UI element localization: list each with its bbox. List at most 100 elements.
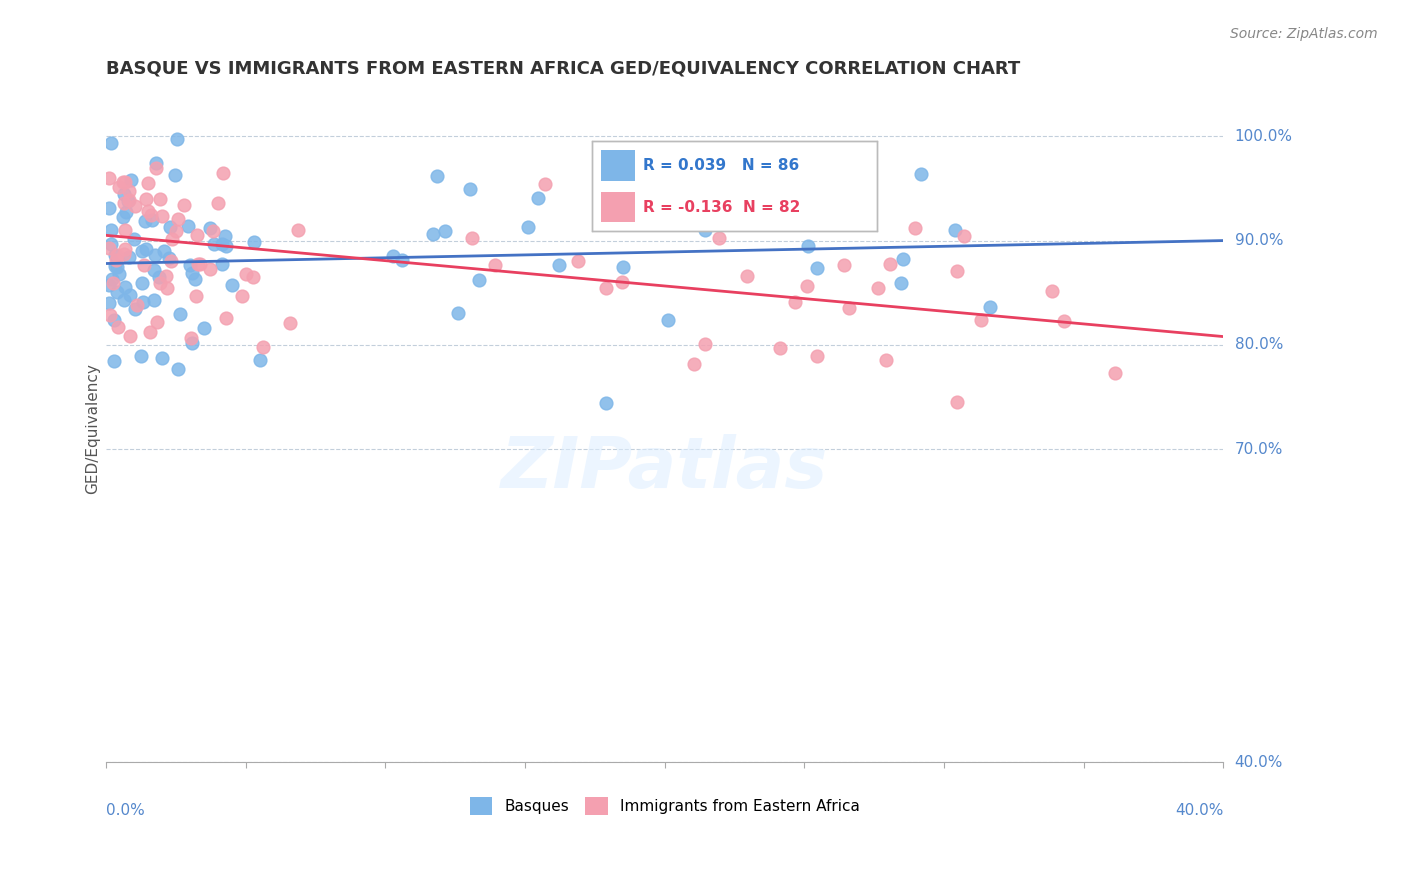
Point xyxy=(143,262,166,277)
Point xyxy=(382,249,405,263)
Point xyxy=(468,273,491,287)
Point xyxy=(142,293,165,308)
Point xyxy=(946,395,969,409)
Point xyxy=(891,252,914,266)
Text: 0.0%: 0.0% xyxy=(105,803,145,817)
Point xyxy=(112,210,135,224)
Point xyxy=(249,353,271,368)
Point xyxy=(124,232,146,246)
Point xyxy=(131,276,153,290)
Point xyxy=(548,258,571,272)
Point xyxy=(183,272,205,286)
Point xyxy=(118,250,141,264)
Point xyxy=(139,325,162,339)
Point xyxy=(446,305,468,319)
Point xyxy=(141,213,163,227)
Point xyxy=(821,194,844,208)
Text: BASQUE VS IMMIGRANTS FROM EASTERN AFRICA GED/EQUIVALENCY CORRELATION CHART: BASQUE VS IMMIGRANTS FROM EASTERN AFRICA… xyxy=(105,60,1021,78)
Point xyxy=(657,313,679,327)
Point xyxy=(707,231,730,245)
Point xyxy=(188,257,211,271)
Point xyxy=(104,259,127,273)
Point xyxy=(517,220,540,235)
Point xyxy=(180,335,202,350)
Point xyxy=(150,351,173,365)
Point xyxy=(107,320,129,334)
Point xyxy=(252,340,274,354)
Point xyxy=(145,156,167,170)
Point xyxy=(612,260,634,275)
Point xyxy=(134,214,156,228)
Point xyxy=(461,231,484,245)
Point xyxy=(101,272,124,286)
Point xyxy=(610,275,633,289)
Point xyxy=(111,175,134,189)
Point xyxy=(117,194,139,208)
Point xyxy=(165,168,187,182)
Point xyxy=(112,186,135,201)
Point xyxy=(243,235,266,249)
Point xyxy=(124,198,146,212)
Point xyxy=(135,193,157,207)
Text: 70.0%: 70.0% xyxy=(1234,442,1282,457)
Point xyxy=(278,316,301,330)
Point xyxy=(806,261,828,276)
Point xyxy=(112,246,135,260)
Point xyxy=(460,182,482,196)
Point xyxy=(166,362,188,376)
Point xyxy=(211,237,233,252)
Point xyxy=(139,208,162,222)
Point xyxy=(149,276,172,290)
Point xyxy=(904,221,927,235)
Point xyxy=(287,223,309,237)
Point xyxy=(120,329,142,343)
Point xyxy=(534,177,557,191)
Point xyxy=(783,294,806,309)
Point xyxy=(112,293,135,308)
Point xyxy=(156,281,179,295)
Point xyxy=(215,239,238,253)
Point xyxy=(148,270,170,285)
Point xyxy=(838,301,860,315)
Point xyxy=(186,228,208,243)
Point xyxy=(735,268,758,283)
Point xyxy=(145,161,167,175)
Point xyxy=(391,253,413,268)
Point xyxy=(125,298,148,312)
Point xyxy=(879,257,901,271)
Point xyxy=(890,276,912,290)
Point xyxy=(105,260,128,274)
Point xyxy=(136,176,159,190)
Point xyxy=(910,167,932,181)
Point xyxy=(231,289,253,303)
Text: 90.0%: 90.0% xyxy=(1234,233,1284,248)
Point xyxy=(104,248,127,262)
Point xyxy=(177,219,200,234)
Text: 40.0%: 40.0% xyxy=(1175,803,1223,817)
Point xyxy=(100,236,122,251)
Point xyxy=(193,320,215,334)
Text: ZIPatlas: ZIPatlas xyxy=(501,434,828,503)
Point xyxy=(806,349,828,363)
Point xyxy=(797,239,820,253)
Text: 80.0%: 80.0% xyxy=(1234,337,1282,352)
Point xyxy=(97,171,120,186)
Point xyxy=(211,166,233,180)
Point xyxy=(132,259,155,273)
Point xyxy=(1040,285,1063,299)
Point xyxy=(105,252,128,267)
Point xyxy=(155,269,177,284)
Point xyxy=(103,276,125,290)
Point xyxy=(180,331,202,345)
Point xyxy=(953,229,976,244)
Point xyxy=(422,227,444,241)
Point xyxy=(211,256,233,270)
Point xyxy=(662,145,685,160)
Point xyxy=(215,311,238,326)
Point xyxy=(796,279,818,293)
Point xyxy=(179,258,201,272)
Point xyxy=(98,308,121,322)
Point xyxy=(167,211,190,226)
Point xyxy=(108,180,131,194)
Point xyxy=(135,242,157,256)
